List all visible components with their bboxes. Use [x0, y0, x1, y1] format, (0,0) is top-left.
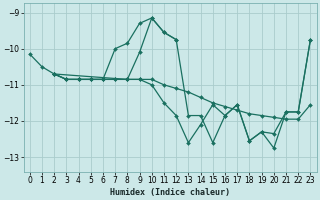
- X-axis label: Humidex (Indice chaleur): Humidex (Indice chaleur): [110, 188, 230, 197]
